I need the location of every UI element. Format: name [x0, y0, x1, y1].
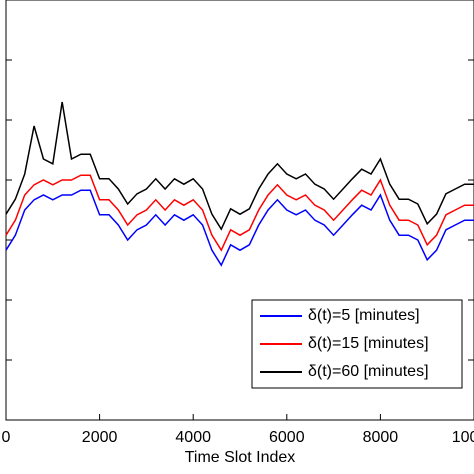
plot-frame — [5, 0, 474, 421]
series-line — [5, 101, 474, 231]
x-tick-label: 10000 — [452, 429, 474, 446]
series-line — [5, 174, 474, 252]
x-tick-label: 8000 — [363, 429, 399, 446]
x-tick-label: 6000 — [269, 429, 305, 446]
legend-label: δ(t)=15 [minutes] — [308, 335, 429, 352]
x-tick-label: 2000 — [82, 429, 118, 446]
legend-label: δ(t)=5 [minutes] — [308, 307, 420, 324]
x-tick-label: 4000 — [175, 429, 211, 446]
legend-label: δ(t)=60 [minutes] — [308, 363, 429, 380]
x-axis-label: Time Slot Index — [185, 449, 296, 466]
legend: δ(t)=5 [minutes] δ(t)=15 [minutes] δ(t)=60… — [251, 299, 463, 389]
x-tick-label: 0 — [2, 429, 11, 446]
series-line — [5, 189, 474, 267]
